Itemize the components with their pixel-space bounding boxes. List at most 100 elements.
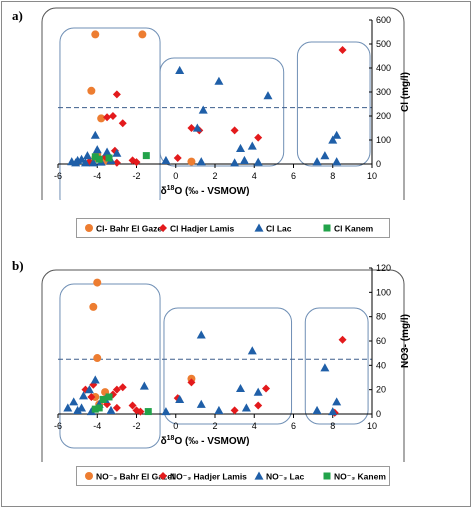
data-point-s3 [92,145,102,154]
legend-a: Cl- Bahr El Gazel Cl Hadjer Lamis Cl Lac Cl… [76,218,390,238]
data-point-s3 [86,407,96,416]
data-point-s3 [214,405,224,414]
x-tick-label: 0 [173,171,178,181]
data-point-s2 [187,378,196,387]
data-point-s3 [175,65,185,74]
data-point-s4 [105,154,113,162]
y-tick-label: 20 [376,385,386,395]
data-point-s2 [230,406,239,415]
data-point-s3 [63,403,73,412]
y-tick-label: 60 [376,336,386,346]
x-tick-label: 8 [330,171,335,181]
x-tick-label: 2 [212,171,217,181]
data-point-s1 [91,30,100,39]
legend-label-s3: NO⁻₃ Lac [266,472,304,482]
group-box-1 [59,283,161,449]
y-axis-label: Cl (mg/l) [400,72,411,112]
data-point-s3 [90,375,100,384]
legend-b: NO⁻₃ Bahr El Gazel NO⁻₃ Hadjer Lamis NO⁻₃ … [76,466,390,486]
x-tick-label: 4 [252,421,257,431]
data-point-s3 [247,346,257,355]
legend-label-s2: Cl Hadjer Lamis [170,224,235,234]
x-tick-label: 6 [291,171,296,181]
data-point-s2 [103,113,112,122]
legend-label-s1: Cl- Bahr El Gazel [96,224,165,234]
data-point-s3 [90,130,100,139]
group-box-3 [304,307,369,425]
data-point-s1 [89,302,98,311]
y-tick-label: 120 [376,263,391,273]
y-axis-label: NO3- (mg/l) [400,314,411,368]
data-point-s4 [105,393,113,401]
data-point-s1 [93,354,102,363]
x-tick-label: -4 [93,171,101,181]
data-point-s3 [196,330,206,339]
panel-outer-border [41,7,405,200]
data-point-s3 [69,397,79,406]
data-point-s2 [128,401,137,410]
data-point-s4 [91,405,99,413]
data-point-s3 [332,130,342,139]
data-point-s3 [214,76,224,85]
data-point-s2 [112,403,121,412]
data-point-s3 [253,387,263,396]
group-box-2 [159,57,285,167]
legend-marker-s1 [85,224,93,232]
data-point-s1 [93,278,102,287]
legend-label-s4: Cl Kanem [334,224,374,234]
x-tick-label: 6 [291,421,296,431]
data-point-s3 [230,158,240,167]
data-point-s2 [118,383,127,392]
data-point-s3 [84,385,94,394]
group-box-3 [296,41,371,167]
data-point-s2 [89,380,98,389]
y-tick-label: 200 [376,111,391,121]
data-point-s2 [87,392,96,401]
legend-marker-s4 [323,224,331,232]
y-tick-label: 500 [376,39,391,49]
data-point-s3 [312,157,322,166]
legend-marker-s2 [159,224,167,232]
data-point-s1 [87,86,96,95]
legend-marker-s3 [254,223,264,232]
y-tick-label: 300 [376,87,391,97]
data-point-s3 [328,135,338,144]
data-point-s4 [142,152,150,160]
data-point-s2 [173,154,182,162]
data-point-s3 [263,91,273,100]
data-point-s3 [106,405,116,414]
data-point-s3 [198,105,208,114]
legend-marker-s1 [85,472,93,480]
data-point-s3 [241,403,251,412]
data-point-s2 [338,335,347,344]
x-axis-label: δ18O (‰ - VSMOW) [161,435,250,447]
data-point-s1 [187,157,196,166]
data-point-s2 [338,46,347,54]
x-tick-label: -2 [132,421,140,431]
data-point-s3 [73,405,83,414]
group-box-2 [163,307,293,425]
data-point-s4 [99,395,107,403]
data-point-s3 [80,158,90,167]
y-tick-label: 40 [376,360,386,370]
data-point-s1 [97,114,106,123]
y-tick-label: 100 [376,287,391,297]
data-point-s2 [254,401,263,410]
data-point-s4 [95,155,103,163]
y-tick-label: 0 [376,159,381,169]
x-tick-label: 2 [212,421,217,431]
group-box-1 [59,27,161,200]
data-point-s3 [239,155,249,164]
data-point-s2 [132,158,141,167]
data-point-s2 [112,158,121,167]
legend-label-s1: NO⁻₃ Bahr El Gazel [96,472,174,482]
data-point-s4 [144,408,152,416]
data-point-s3 [102,147,112,156]
data-point-s3 [196,157,206,166]
legend-marker-s4 [323,472,331,480]
data-point-s3 [79,391,89,400]
legend-marker-s2 [159,472,167,480]
x-tick-label: 8 [330,421,335,431]
data-point-s2 [254,133,263,142]
